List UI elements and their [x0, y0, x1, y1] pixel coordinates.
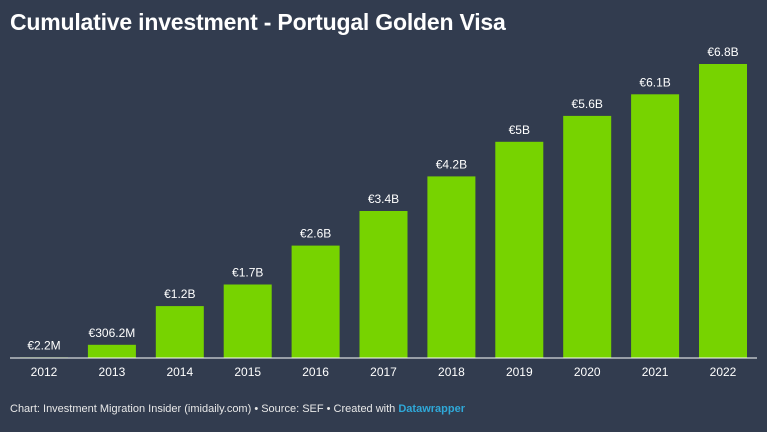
value-label-2019: €5B	[509, 123, 530, 137]
bar-2016	[291, 245, 340, 358]
value-label-2022: €6.8B	[707, 45, 738, 59]
footer-credit-text: Chart: Investment Migration Insider (imi…	[10, 403, 399, 415]
x-tick-label-2022: 2022	[710, 365, 737, 379]
value-label-2018: €4.2B	[436, 157, 467, 171]
bar-2015	[223, 284, 272, 358]
bar-2020	[563, 115, 612, 359]
x-tick-label-2020: 2020	[574, 365, 601, 379]
bar-2022	[699, 64, 747, 358]
x-tick-label-2015: 2015	[234, 365, 261, 379]
value-label-2016: €2.6B	[300, 227, 331, 241]
value-label-2017: €3.4B	[368, 192, 399, 206]
bar-2019	[495, 141, 544, 358]
x-tick-label-2018: 2018	[438, 365, 465, 379]
bar-2014	[155, 306, 204, 358]
value-label-2021: €6.1B	[639, 75, 670, 89]
value-label-2012: €2.2M	[27, 338, 60, 352]
chart-title: Cumulative investment - Portugal Golden …	[10, 9, 506, 35]
x-tick-label-2012: 2012	[31, 365, 58, 379]
bar-2013	[87, 344, 136, 358]
datawrapper-link[interactable]: Datawrapper	[398, 403, 465, 415]
x-tick-label-2021: 2021	[642, 365, 669, 379]
x-tick-label-2013: 2013	[99, 365, 126, 379]
value-label-2020: €5.6B	[572, 97, 603, 111]
bar-2017	[359, 211, 408, 358]
x-tick-label-2014: 2014	[166, 365, 193, 379]
bar-2021	[631, 94, 680, 359]
chart-footer: Chart: Investment Migration Insider (imi…	[10, 403, 465, 415]
value-label-2013: €306.2M	[89, 326, 136, 340]
bar-2018	[427, 176, 476, 358]
value-label-2014: €1.2B	[164, 287, 195, 301]
x-tick-label-2016: 2016	[302, 365, 329, 379]
value-label-2015: €1.7B	[232, 266, 263, 280]
x-tick-label-2019: 2019	[506, 365, 533, 379]
x-tick-label-2017: 2017	[370, 365, 397, 379]
